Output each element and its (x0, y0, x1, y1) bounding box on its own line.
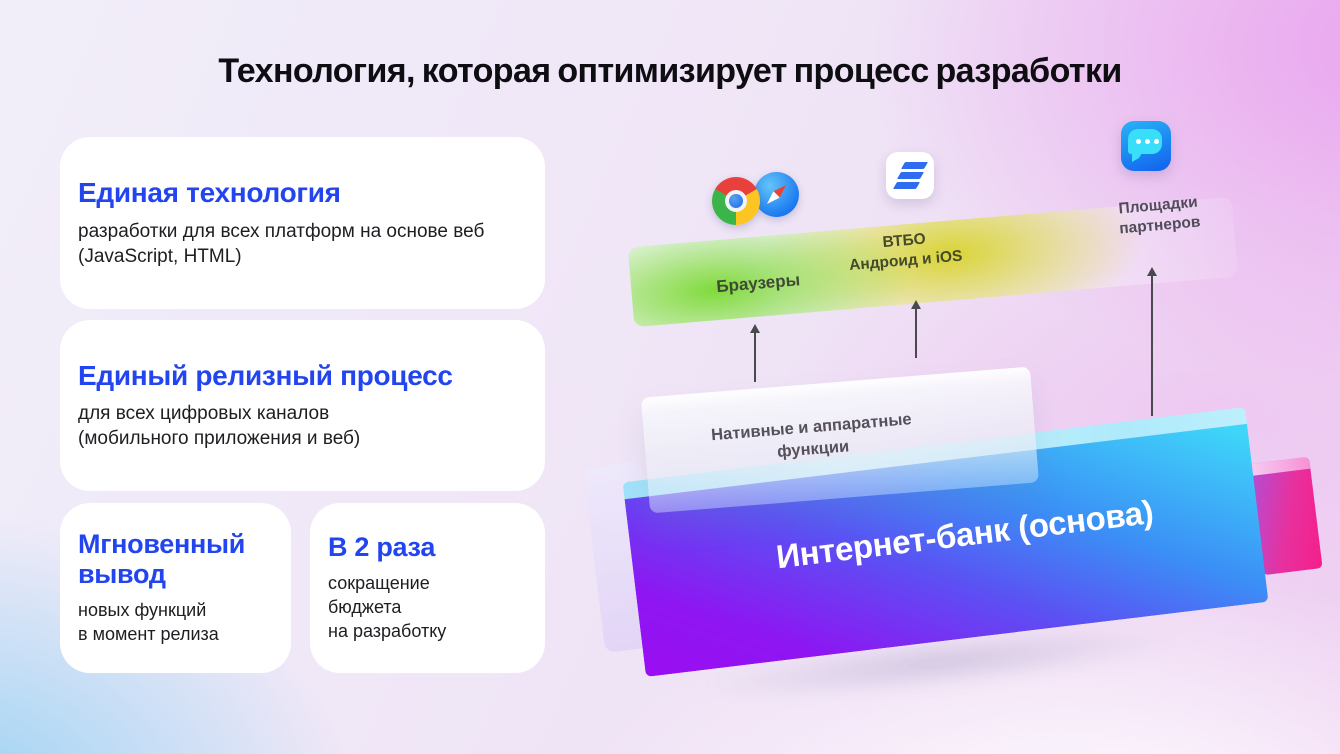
native-functions-label: Нативные и аппаратные функции (710, 410, 913, 462)
card-heading: Мгновенный вывод (78, 529, 246, 590)
chrome-icon (712, 177, 760, 225)
platform-label-vtbo: ВТБО Андроид и iOS (848, 230, 964, 275)
browser-icons-group (712, 169, 804, 229)
feature-card-unified-release: Единый релизный процесс для всех цифровы… (60, 320, 545, 491)
card-body: новых функций в момент релиза (78, 600, 219, 645)
feature-card-budget-reduction: В 2 раза сокращение бюджета на разработк… (310, 503, 545, 673)
base-layer-label: Интернет-банк (основа) (774, 492, 1156, 575)
feature-card-instant-rollout: Мгновенный вывод новых функций в момент … (60, 503, 291, 673)
card-body: разработки для всех платформ на основе в… (78, 220, 485, 267)
platform-label-browsers: Браузеры (715, 270, 801, 297)
chat-icon (1121, 121, 1171, 171)
card-heading: Единый релизный процесс (78, 359, 453, 391)
card-body: для всех цифровых каналов (мобильного пр… (78, 403, 361, 450)
up-arrow-icon (750, 324, 760, 382)
safari-icon (754, 172, 799, 217)
feature-card-unified-technology: Единая технология разработки для всех пл… (60, 137, 545, 309)
card-heading: В 2 раза (328, 532, 436, 563)
vtbo-app-icon (886, 152, 934, 199)
up-arrow-icon (911, 300, 921, 358)
up-arrow-icon (1147, 267, 1157, 416)
speech-bubble-icon (1128, 129, 1162, 162)
card-body: сокращение бюджета на разработку (328, 573, 447, 641)
page-title: Технология, которая оптимизирует процесс… (218, 52, 1122, 90)
card-heading: Единая технология (78, 177, 341, 209)
